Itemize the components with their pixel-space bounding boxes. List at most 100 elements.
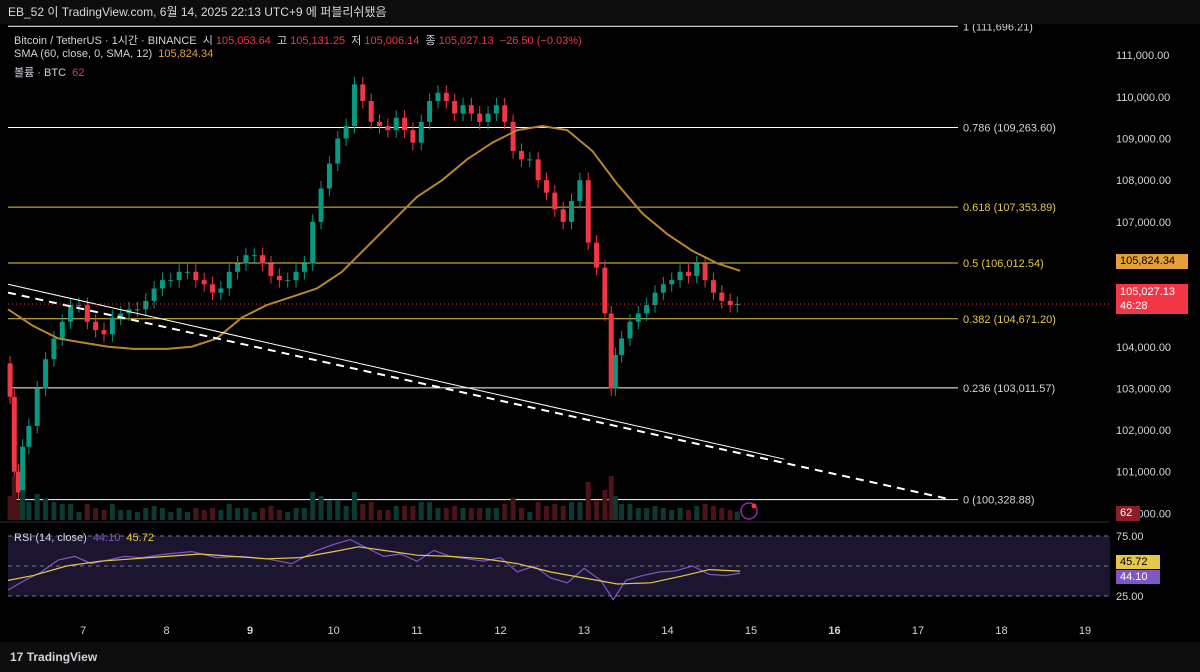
symbol-name: Bitcoin / TetherUS · 1시간 · BINANCE <box>14 35 197 47</box>
price-tick-label: 107,000.00 <box>1116 217 1171 229</box>
price-tick-label: 100,000.00 <box>1116 508 1171 520</box>
candle-body <box>335 138 341 164</box>
candle-body <box>276 275 282 281</box>
volume-bar <box>677 508 683 520</box>
volume-bar <box>527 512 533 520</box>
chart-area[interactable]: 1 (111,696.21) 0.786 (109,263.60) 0.618 (1… <box>0 24 1200 642</box>
volume-bar <box>318 496 324 520</box>
price-tick-label: 110,000.00 <box>1116 92 1170 104</box>
volume-bar <box>11 476 17 520</box>
fib-level-label: 0.236 (103,011.57) <box>963 383 1055 395</box>
volume-bar <box>293 508 299 520</box>
candle-body <box>535 159 541 181</box>
candle-body <box>360 84 366 102</box>
volume-bar <box>34 494 40 520</box>
volume-bar <box>126 510 132 520</box>
sma-legend: SMA (60, close, 0, SMA, 12) 105,824.34 <box>14 48 216 60</box>
sma-label: SMA (60, close, 0, SMA, 12) <box>14 48 153 60</box>
candle-body <box>594 242 600 268</box>
candle-body <box>15 471 21 493</box>
volume-bar <box>460 508 466 520</box>
time-tick-label: 14 <box>661 625 673 637</box>
price-tick-label: 109,000.00 <box>1116 134 1171 146</box>
candle-body <box>602 267 608 314</box>
volume-bar <box>535 502 541 520</box>
volume-bar <box>560 506 566 520</box>
publish-info-bar: EB_52 이 TradingView.com, 6월 14, 2025 22:… <box>0 0 1200 24</box>
candle-body <box>619 338 625 356</box>
candle-body <box>301 263 307 272</box>
sma-line <box>7 125 741 350</box>
volume-bar <box>502 504 508 520</box>
volume-bar <box>326 500 332 520</box>
low-label: 저 <box>351 35 362 47</box>
candle-body <box>385 126 391 131</box>
rsi-level-label: 75.00 <box>1116 531 1144 543</box>
candle-body <box>143 300 149 310</box>
price-tick-label: 102,000.00 <box>1116 425 1171 437</box>
volume-bar <box>15 502 21 520</box>
candle-body <box>377 121 383 127</box>
candle-body <box>585 180 591 243</box>
rsi-line <box>7 538 741 601</box>
volume-bar <box>176 508 182 520</box>
tradingview-logo[interactable]: 17 TradingView <box>10 650 97 664</box>
volume-bar <box>652 506 658 520</box>
volume-bar <box>485 508 491 520</box>
candle-body <box>660 284 666 293</box>
volume-bar <box>20 490 26 520</box>
candle-body <box>7 363 13 397</box>
volume-bar <box>443 508 449 520</box>
volume-bar <box>310 492 316 520</box>
candle-body <box>734 303 740 306</box>
chart-canvas[interactable]: 1 (111,696.21) 0.786 (109,263.60) 0.618 (1… <box>0 24 1200 642</box>
volume-bar <box>168 512 174 520</box>
time-tick-label: 12 <box>494 625 506 637</box>
time-tick-label: 9 <box>247 625 253 637</box>
candle-body <box>552 192 558 210</box>
volume-bar <box>627 504 633 520</box>
volume-bar <box>193 508 199 520</box>
candle-body <box>101 330 107 335</box>
volume-bar <box>518 508 524 520</box>
candle-body <box>502 105 508 122</box>
volume-bar <box>669 510 675 520</box>
high-label: 고 <box>276 35 288 47</box>
volume-bar <box>452 506 458 520</box>
candle-body <box>719 292 725 301</box>
candle-body <box>168 280 174 282</box>
rsi-tag: 44.10 <box>1116 570 1160 584</box>
volume-bar <box>226 504 232 520</box>
candle-body <box>318 188 324 222</box>
price-tick-label: 101,000.00 <box>1116 467 1171 479</box>
alert-icon <box>740 502 758 520</box>
candle-body <box>710 280 716 293</box>
time-tick-label: 18 <box>995 625 1007 637</box>
time-tick-label: 10 <box>327 625 339 637</box>
fib-level-label: 0.618 (107,353.89) <box>963 202 1056 214</box>
price-tick-label: 104,000.00 <box>1116 342 1171 354</box>
volume-bar <box>260 508 266 520</box>
candle-body <box>151 288 157 301</box>
candle-body <box>669 280 675 285</box>
candle-body <box>293 271 299 281</box>
candle-body <box>76 305 82 307</box>
candle-body <box>685 271 691 276</box>
candle-body <box>326 163 332 189</box>
tv-mark-icon: 17 <box>10 650 27 664</box>
volume-bar <box>719 508 725 520</box>
volume-bar <box>118 510 124 520</box>
volume-value: 62 <box>72 67 85 79</box>
volume-bar <box>393 506 399 520</box>
candle-body <box>201 280 207 285</box>
candle-body <box>485 113 491 122</box>
candle-body <box>20 446 26 493</box>
fib-level-label: 0.786 (109,263.60) <box>963 123 1056 135</box>
volume-bar <box>702 504 708 520</box>
volume-bar <box>569 502 575 520</box>
candle-body <box>343 126 349 139</box>
volume-bar <box>385 510 391 520</box>
candle-body <box>159 280 165 289</box>
volume-bar <box>210 508 216 520</box>
candle-body <box>652 292 658 306</box>
